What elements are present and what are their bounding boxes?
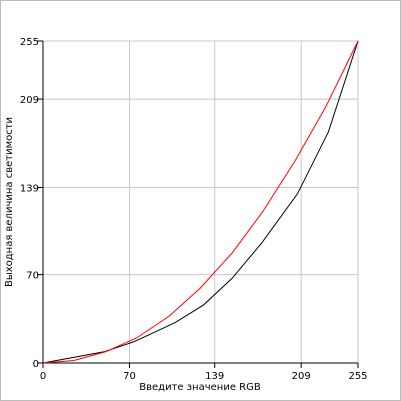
x-tick-label: 255 (348, 371, 367, 382)
x-tick-label: 139 (205, 371, 224, 382)
x-tick-label: 0 (40, 371, 46, 382)
y-tick-label: 255 (20, 37, 39, 48)
x-tick-label: 209 (292, 371, 311, 382)
line-series (42, 40, 359, 364)
y-tick-label: 139 (20, 183, 39, 194)
x-axis-label: Введите значение RGB (139, 382, 261, 393)
line-series (42, 40, 359, 364)
y-axis-label: Выходная величина светимости (4, 117, 15, 287)
y-tick-label: 0 (33, 359, 39, 370)
x-tick-label: 70 (123, 371, 136, 382)
y-tick-label: 70 (26, 271, 39, 282)
y-tick-label: 209 (20, 95, 39, 106)
